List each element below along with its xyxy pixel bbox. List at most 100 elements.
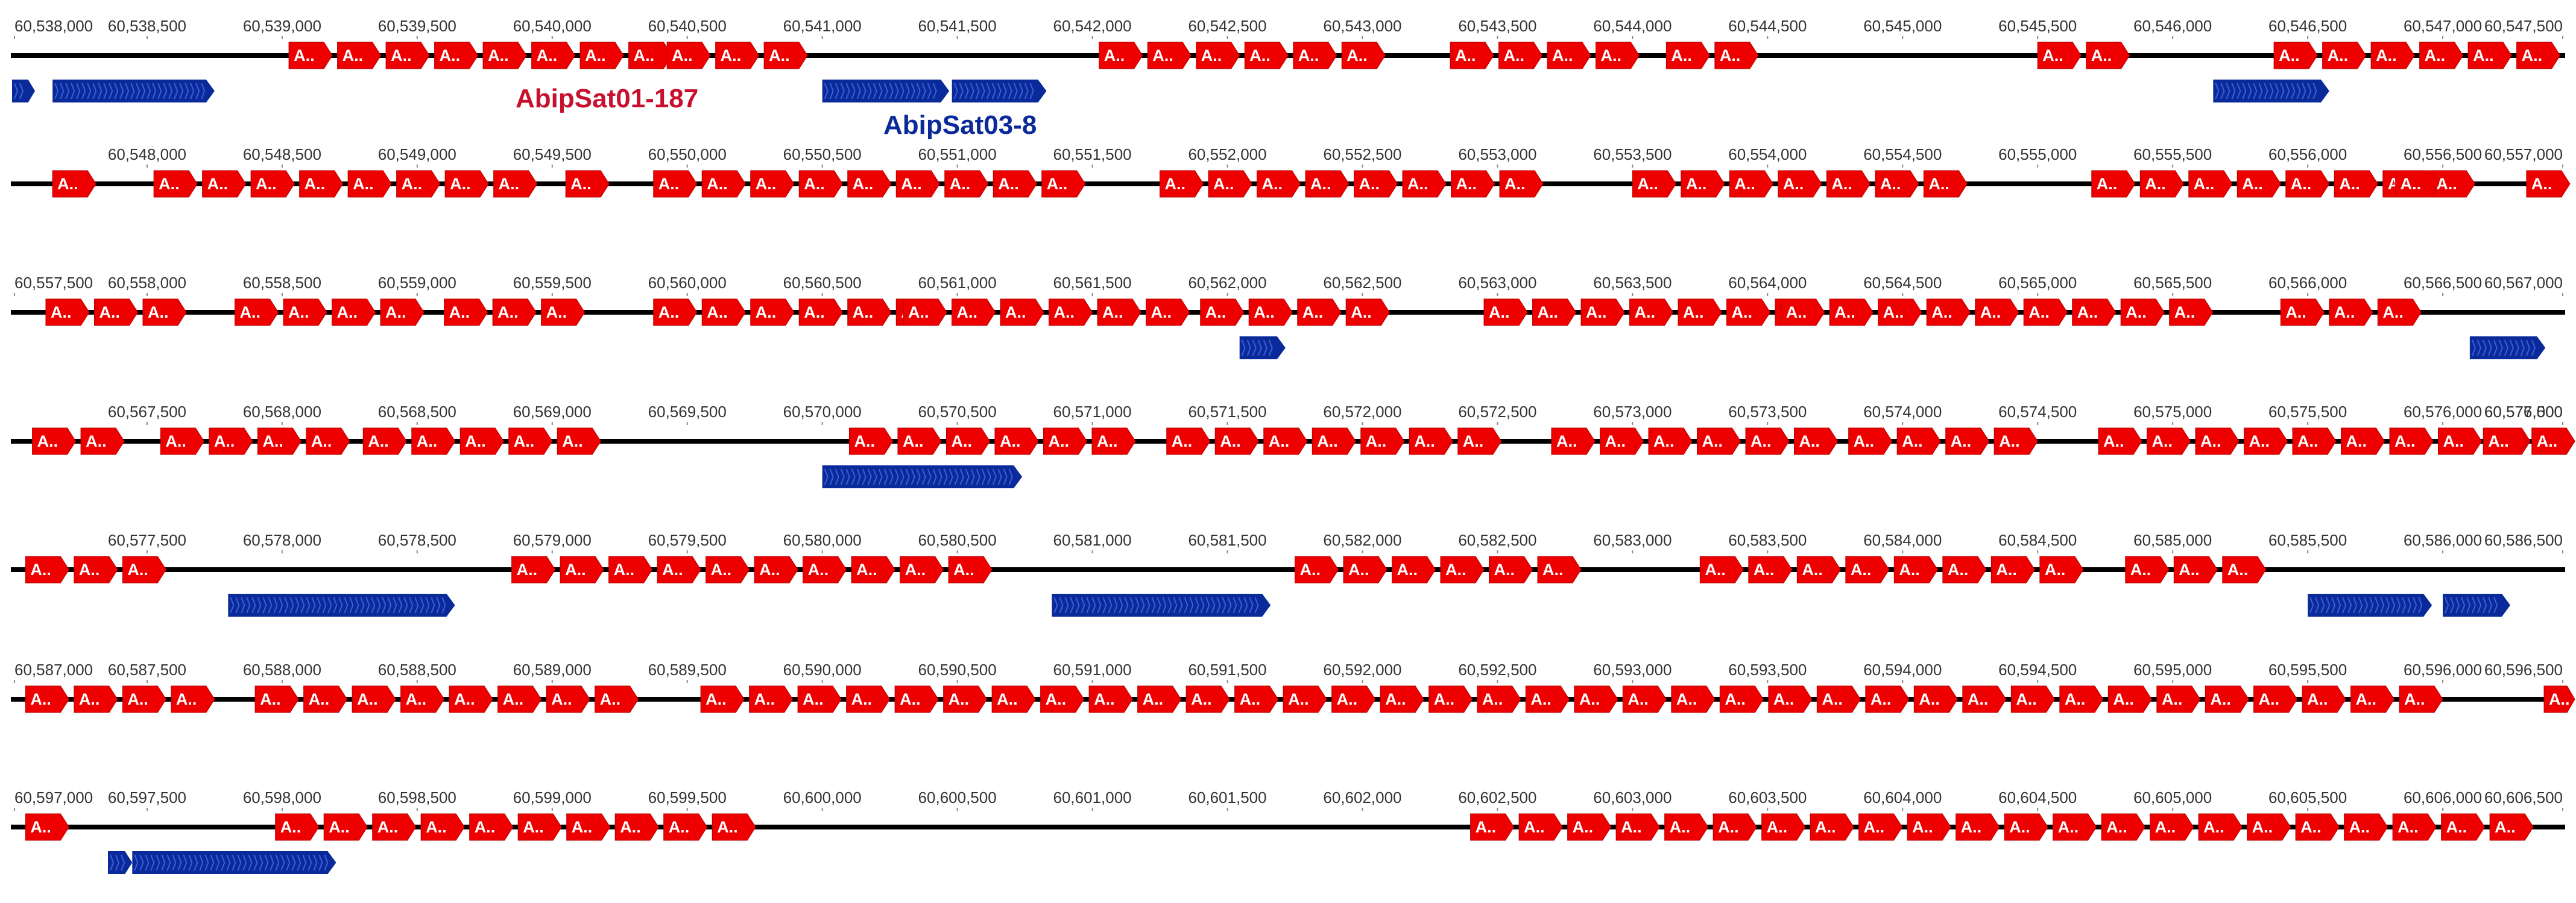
repeat-label: A..: [2291, 175, 2312, 193]
ruler-tick-label: 60,569,000: [513, 403, 592, 421]
repeat-label: A..: [2473, 46, 2494, 64]
repeat-label: A..: [546, 303, 567, 321]
ruler-tick-label: 60,597,000: [14, 788, 93, 807]
repeat-label: A..: [1489, 303, 1510, 321]
abipsat01-repeat-arrow: A..: [1956, 813, 2000, 841]
repeat-label: A..: [1702, 432, 1723, 450]
abipsat01-repeat-arrow: A..: [750, 298, 795, 326]
ruler-tick-label: 60,557,500: [14, 274, 93, 292]
ruler-tick-label: 60,589,500: [648, 661, 727, 679]
abipsat01-repeat-arrow: A..: [122, 556, 166, 584]
repeat-label: A..: [2042, 46, 2063, 64]
track-row: 60,548,000 60,548,500 60,549,000 60,549,500…: [11, 145, 2571, 198]
repeat-label: A..: [634, 46, 655, 64]
ruler-tick-label: 60,570,500: [918, 403, 997, 421]
repeat-label: A..: [1902, 432, 1923, 450]
repeat-label: A..: [368, 432, 389, 450]
abipsat01-repeat-arrow: A..: [380, 298, 425, 326]
abipsat01-repeat-arrow: A..: [2344, 813, 2388, 841]
repeat-label: A..: [2028, 303, 2050, 321]
abipsat01-repeat-arrow: A..: [1146, 298, 1190, 326]
abipsat01-repeat-arrow: A..: [750, 170, 795, 198]
ruler-tick-label: 60,562,000: [1188, 274, 1266, 292]
abipsat01-repeat-arrow: A..: [171, 685, 215, 713]
abipsat01-repeat-arrow: A..: [25, 685, 69, 713]
abipsat01-repeat-arrow: A..: [797, 685, 842, 713]
abipsat01-repeat-arrow: A..: [1331, 685, 1376, 713]
repeat-label: A..: [537, 46, 558, 64]
abipsat01-repeat-arrow: A..: [2370, 42, 2415, 69]
abipsat01-repeat-arrow: A..: [2072, 298, 2117, 326]
abipsat01-repeat-arrow: A..: [2125, 556, 2170, 584]
abipsat01-repeat-arrow: A..: [1551, 427, 1596, 455]
repeat-label: A..: [2016, 690, 2037, 708]
ruler-tick-label: 60,576,000: [2404, 403, 2482, 421]
abipsat01-repeat-arrow: A..: [1913, 685, 1958, 713]
abipsat01-repeat-arrow: A..: [303, 685, 348, 713]
ruler-tick-label: 60,563,500: [1593, 274, 1672, 292]
ruler-tick-label: 60,560,500: [783, 274, 862, 292]
abipsat01-repeat-arrow: A..: [1761, 813, 1806, 841]
abipsat01-repeat-arrow: A..: [508, 427, 553, 455]
abipsat01-repeat-arrow: A..: [1615, 813, 1660, 841]
abipsat01-repeat-arrow: A..: [1697, 427, 1741, 455]
abipsat01-repeat-arrow: A..: [74, 685, 118, 713]
abipsat01-repeat-arrow: A..: [579, 42, 624, 69]
repeat-label: A..: [1931, 303, 1953, 321]
repeat-label: A..: [2495, 818, 2516, 836]
repeat-label: A..: [294, 46, 315, 64]
repeat-label: A..: [950, 175, 971, 193]
repeat-label: A..: [1754, 561, 1775, 579]
abipsat03-repeat-block: [228, 594, 455, 617]
repeat-label: A..: [311, 432, 332, 450]
repeat-label: A..: [523, 818, 544, 836]
abipsat01-repeat-arrow: A..: [1990, 556, 2035, 584]
repeat-label: A..: [570, 175, 592, 193]
ruler-tick-label: 60,546,000: [2133, 17, 2212, 35]
abipsat01-repeat-arrow: A..: [715, 42, 760, 69]
ruler-tick-label: 60,561,500: [1053, 274, 1132, 292]
abipsat01-repeat-arrow: A..: [2156, 685, 2201, 713]
repeat-label: A..: [1854, 432, 1875, 450]
repeat-label: A..: [2328, 46, 2349, 64]
abipsat01-repeat-arrow: A..: [74, 556, 118, 584]
repeat-label: A..: [669, 818, 690, 836]
repeat-label: A..: [440, 46, 461, 64]
repeat-label: A..: [1262, 175, 1283, 193]
abipsat01-repeat-arrow: A..: [1040, 685, 1085, 713]
abipsat01-repeat-arrow: A..: [2280, 298, 2325, 326]
abipsat01-repeat-arrow: A..: [1097, 298, 1141, 326]
ruler-tick-label: 60,548,500: [243, 145, 321, 163]
abipsat01-repeat-arrow: A..: [25, 556, 69, 584]
ruler-tick-label: 60,549,000: [378, 145, 456, 163]
repeat-label: A..: [1718, 818, 1739, 836]
repeat-label: A..: [1725, 690, 1746, 708]
abipsat01-repeat-arrow: A..: [944, 170, 989, 198]
abipsat01-repeat-arrow: A..: [420, 813, 465, 841]
repeat-label: A..: [1269, 432, 1290, 450]
abipsat01-repeat-arrow: A..: [1907, 813, 1951, 841]
abipsat01-repeat-arrow: A..: [1975, 298, 2019, 326]
abipsat01-repeat-arrow: A..: [482, 42, 527, 69]
abipsat01-repeat-arrow: A..: [2516, 42, 2561, 69]
repeat-label: A..: [1482, 690, 1503, 708]
repeat-label: A..: [499, 175, 520, 193]
ruler-tick-label: 60,604,000: [1863, 788, 1942, 807]
abipsat03-repeat-block: [1052, 594, 1271, 617]
repeat-label: A..: [1948, 561, 1969, 579]
abipsat01-repeat-arrow: A..: [1567, 813, 1612, 841]
repeat-label: A..: [159, 175, 180, 193]
ruler-tick-label: 60,592,000: [1323, 661, 1401, 679]
ruler-tick-label: 60,605,000: [2133, 788, 2212, 807]
repeat-label: A..: [1288, 690, 1309, 708]
abipsat01-repeat-arrow: A..: [2285, 170, 2330, 198]
abipsat01-repeat-arrow: A..: [657, 556, 701, 584]
repeat-label: A..: [1605, 432, 1626, 450]
abipsat01-repeat-arrow: A..: [2419, 42, 2464, 69]
abipsat01-repeat-arrow: A..: [1248, 298, 1293, 326]
repeat-label: A..: [1407, 175, 1428, 193]
abipsat01-repeat-arrow: A..: [444, 170, 489, 198]
abipsat01-repeat-arrow: A..: [1354, 170, 1398, 198]
abipsat01-repeat-arrow: A..: [1160, 170, 1204, 198]
abipsat01-repeat-arrow: A..: [1166, 427, 1211, 455]
